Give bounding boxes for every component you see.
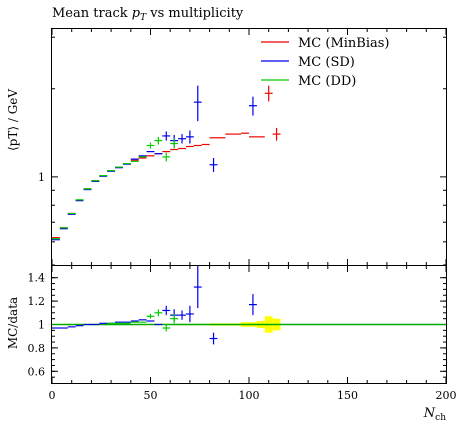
x-tick-label: 100 bbox=[239, 389, 260, 402]
legend-label-mc-dd: MC (DD) bbox=[298, 74, 356, 89]
main-y-tick-label: 1 bbox=[38, 171, 45, 184]
main-y-axis-label: ⟨pT⟩ / GeV bbox=[6, 89, 20, 151]
x-tick-label: 150 bbox=[337, 389, 358, 402]
plot-title: Mean track pT vs multiplicity bbox=[52, 6, 244, 23]
x-axis-label: Nch bbox=[423, 406, 446, 422]
x-tick-label: 200 bbox=[436, 389, 457, 402]
axis-ticks: 0 50 100 150 200 1 0.6 0.8 1 1.2 1.4 bbox=[28, 29, 457, 402]
ratio-uncertainty-band bbox=[52, 316, 446, 333]
legend: MC (MinBias) MC (SD) MC (DD) bbox=[261, 36, 390, 89]
main-panel-frame bbox=[51, 28, 447, 266]
ratio-y-tick-label: 0.8 bbox=[28, 342, 46, 355]
ratio-y-tick-label: 1.4 bbox=[28, 272, 46, 285]
legend-label-mc-minbias: MC (MinBias) bbox=[298, 36, 390, 51]
ratio-panel-frame bbox=[51, 265, 447, 384]
ratio-y-tick-label: 1 bbox=[38, 319, 45, 332]
x-tick-label: 0 bbox=[49, 389, 56, 402]
data-series bbox=[52, 85, 281, 345]
legend-label-mc-sd: MC (SD) bbox=[298, 55, 355, 70]
ratio-y-axis-label: MC/data bbox=[6, 297, 20, 349]
ratio-y-tick-label: 1.2 bbox=[28, 295, 46, 308]
ratio-y-tick-label: 0.6 bbox=[28, 365, 46, 378]
x-tick-label: 50 bbox=[144, 389, 158, 402]
